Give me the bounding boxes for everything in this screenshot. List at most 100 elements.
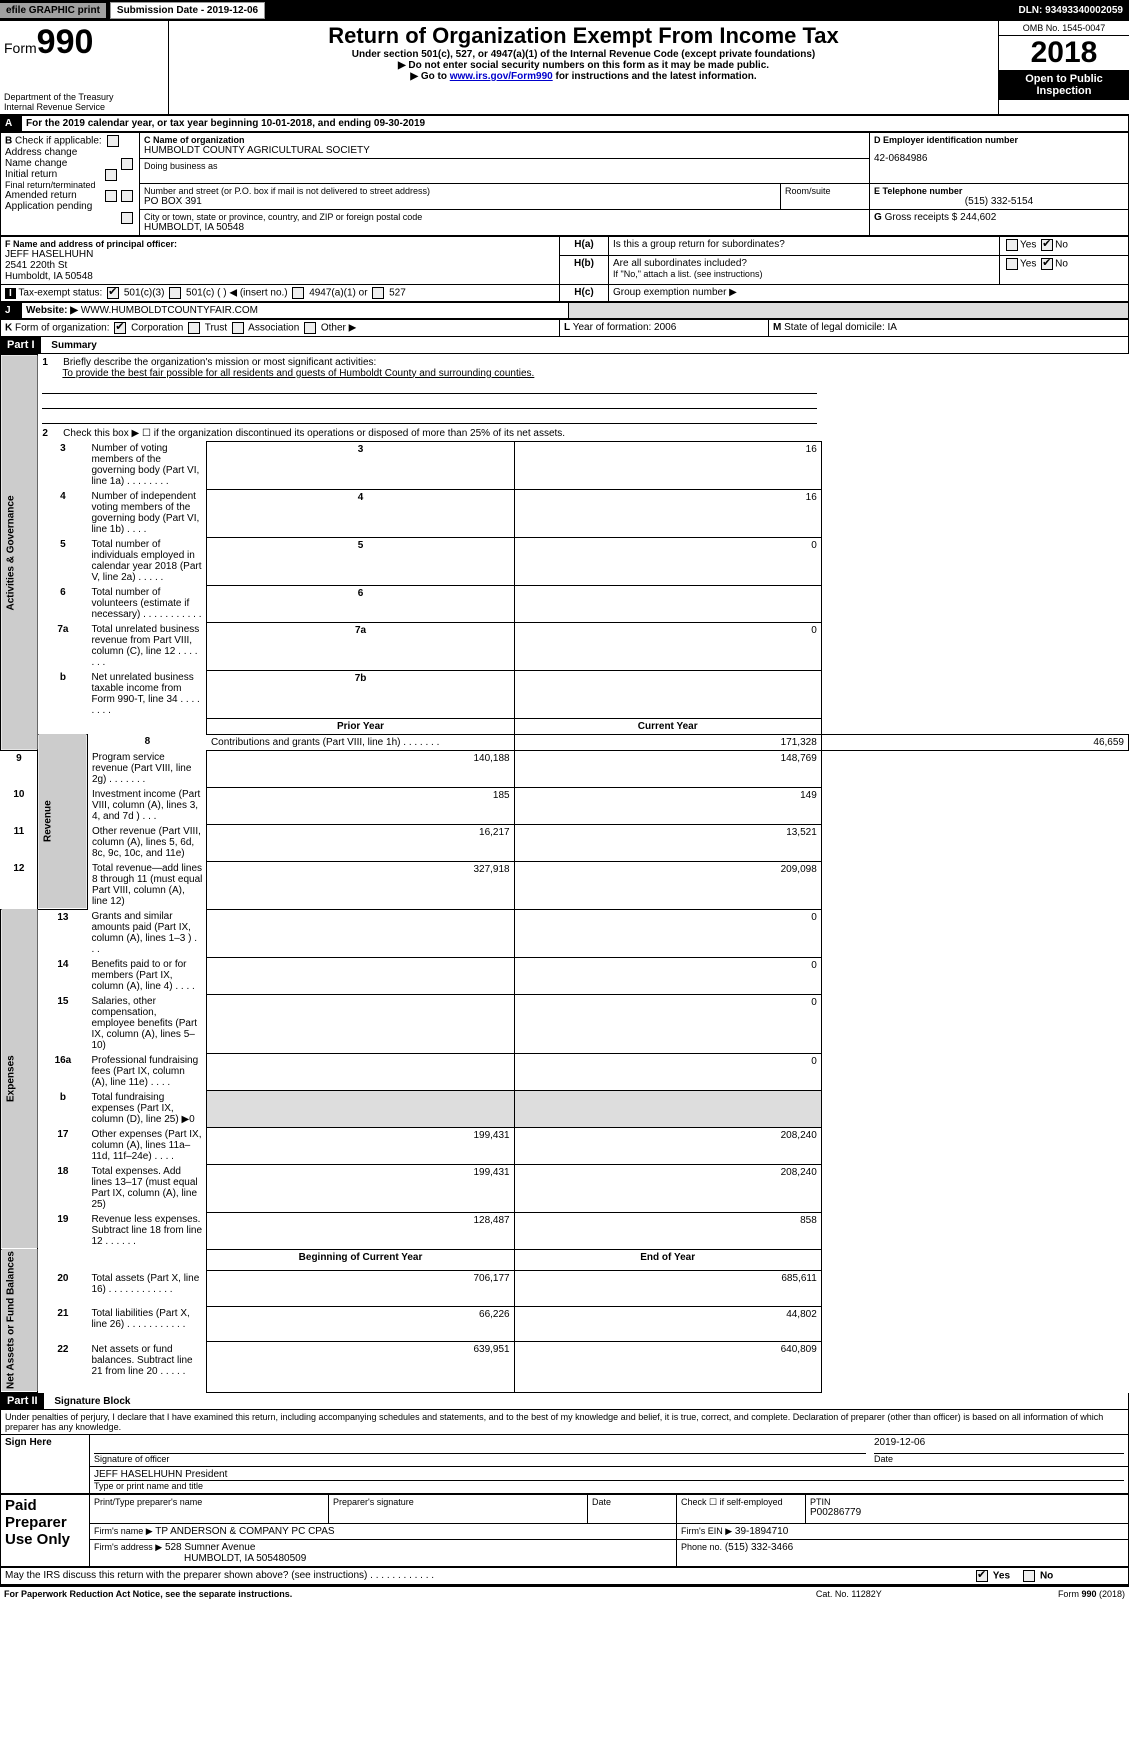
end-year-header: End of Year xyxy=(514,1249,821,1271)
signature-table: Sign Here Signature of officer 2019-12-0… xyxy=(0,1434,1129,1494)
paid-preparer-label: Paid Preparer Use Only xyxy=(1,1494,90,1566)
tax-year: 2018 xyxy=(999,36,1129,70)
addr-change-cb[interactable] xyxy=(107,135,119,147)
officer-name: JEFF HASELHUHN xyxy=(5,249,555,260)
dln: DLN: 93493340002059 xyxy=(1012,3,1129,18)
na-row: 22Net assets or fund balances. Subtract … xyxy=(1,1342,1129,1392)
city-value: HUMBOLDT, IA 50548 xyxy=(144,222,865,233)
dept-label: Department of the Treasury xyxy=(4,92,164,102)
date-label: Date xyxy=(874,1454,1124,1464)
hb-yes-cb[interactable] xyxy=(1006,258,1018,270)
efile-badge: efile GRAPHIC print xyxy=(0,3,106,18)
line2-text: Check this box ▶ ☐ if the organization d… xyxy=(63,428,565,439)
firm-phone: (515) 332-3466 xyxy=(725,1542,793,1553)
form-subtitle-1: Under section 501(c), 527, or 4947(a)(1)… xyxy=(173,49,994,60)
identity-table: B Check if applicable: Address change Na… xyxy=(0,132,1129,236)
ein-value: 42-0684986 xyxy=(874,153,1124,164)
hc-text: Group exemption number ▶ xyxy=(609,285,1129,302)
self-employed-check: Check ☐ if self-employed xyxy=(681,1497,801,1508)
checkif-label: Check if applicable: xyxy=(15,136,102,147)
name-label: C Name of organization xyxy=(144,135,865,145)
firm-addr1: 528 Sumner Avenue xyxy=(165,1542,255,1553)
gov-row: 7a Total unrelated business revenue from… xyxy=(1,622,1129,670)
discuss-yes-cb[interactable] xyxy=(976,1570,988,1582)
current-year-header: Current Year xyxy=(514,718,821,734)
footer-mid: Cat. No. 11282Y xyxy=(762,1586,936,1601)
exp-row: 15Salaries, other compensation, employee… xyxy=(1,994,1129,1053)
form-label: Form xyxy=(4,40,37,56)
firm-name: TP ANDERSON & COMPANY PC CPAS xyxy=(155,1526,334,1537)
name-title-label: Type or print name and title xyxy=(94,1481,1124,1491)
hc-label: H(c) xyxy=(560,285,609,302)
part1-title: Summary xyxy=(43,340,97,351)
gov-row: 5 Total number of individuals employed i… xyxy=(1,537,1129,585)
rev-row: 11Other revenue (Part VIII, column (A), … xyxy=(1,824,1129,861)
na-row: 21Total liabilities (Part X, line 26) . … xyxy=(1,1306,1129,1341)
rev-row: 10Investment income (Part VIII, column (… xyxy=(1,787,1129,824)
city-label: City or town, state or province, country… xyxy=(144,212,865,222)
state-domicile: State of legal domicile: IA xyxy=(784,322,897,333)
vert-expenses: Expenses xyxy=(1,909,38,1249)
sign-here-label: Sign Here xyxy=(1,1434,90,1493)
beg-year-header: Beginning of Current Year xyxy=(207,1249,514,1271)
preparer-table: Paid Preparer Use Only Print/Type prepar… xyxy=(0,1494,1129,1567)
prior-year-header: Prior Year xyxy=(207,718,514,734)
corp-cb[interactable] xyxy=(114,322,126,334)
form-subtitle-2: ▶ Do not enter social security numbers o… xyxy=(173,60,994,71)
hb-label: H(b) xyxy=(560,255,609,284)
rev-row: 12Total revenue—add lines 8 through 11 (… xyxy=(1,861,1129,909)
open-to-public: Open to Public Inspection xyxy=(999,70,1129,100)
form-title: Return of Organization Exempt From Incom… xyxy=(173,23,994,49)
na-row: 20Total assets (Part X, line 16) . . . .… xyxy=(1,1271,1129,1306)
exp-row: 18Total expenses. Add lines 13–17 (must … xyxy=(1,1164,1129,1212)
phone-value: (515) 332-5154 xyxy=(874,196,1124,207)
vert-governance: Activities & Governance xyxy=(1,355,38,751)
irs-link[interactable]: www.irs.gov/Form990 xyxy=(450,71,553,82)
ein-label: D Employer identification number xyxy=(874,135,1124,145)
footer-right: Form 990 (2018) xyxy=(936,1586,1129,1601)
firm-addr2: HUMBOLDT, IA 505480509 xyxy=(94,1553,672,1564)
dba-label: Doing business as xyxy=(144,161,865,171)
ha-text: Is this a group return for subordinates? xyxy=(609,237,1000,256)
summary-table: Activities & Governance 1 Briefly descri… xyxy=(0,354,1129,1393)
ha-yes-cb[interactable] xyxy=(1006,239,1018,251)
gross-receipts: Gross receipts $ 244,602 xyxy=(885,212,997,223)
perjury-text: Under penalties of perjury, I declare th… xyxy=(0,1410,1129,1434)
omb-number: OMB No. 1545-0047 xyxy=(999,21,1129,36)
ha-no-cb[interactable] xyxy=(1041,239,1053,251)
form-number: 990 xyxy=(37,23,94,61)
mission-text: To provide the best fair possible for al… xyxy=(42,368,534,379)
form-header-table: Form990 Department of the Treasury Inter… xyxy=(0,20,1129,115)
part1-header: Part I xyxy=(1,337,41,353)
phone-label: E Telephone number xyxy=(874,186,1124,196)
street-label: Number and street (or P.O. box if mail i… xyxy=(144,186,776,196)
discuss-no-cb[interactable] xyxy=(1023,1570,1035,1582)
gov-row: b Net unrelated business taxable income … xyxy=(1,670,1129,718)
footer-left: For Paperwork Reduction Act Notice, see … xyxy=(0,1586,762,1601)
room-label: Room/suite xyxy=(785,186,865,196)
ha-label: H(a) xyxy=(560,237,609,256)
hb-note: If "No," attach a list. (see instruction… xyxy=(613,269,995,279)
street-value: PO BOX 391 xyxy=(144,196,776,207)
website-value: WWW.HUMBOLDTCOUNTYFAIR.COM xyxy=(81,305,258,316)
501c3-cb[interactable] xyxy=(107,287,119,299)
ptin-value: P00286779 xyxy=(810,1507,1124,1518)
part2-header: Part II xyxy=(1,1393,44,1409)
hb-no-cb[interactable] xyxy=(1041,258,1053,270)
exp-row: 19Revenue less expenses. Subtract line 1… xyxy=(1,1212,1129,1249)
form-subtitle-3: ▶ Go to www.irs.gov/Form990 for instruct… xyxy=(173,71,994,82)
discuss-text: May the IRS discuss this return with the… xyxy=(5,1570,434,1581)
hb-text: Are all subordinates included? xyxy=(613,258,995,269)
org-name: HUMBOLDT COUNTY AGRICULTURAL SOCIETY xyxy=(144,145,865,156)
sig-officer-label: Signature of officer xyxy=(94,1454,866,1464)
exp-row: bTotal fundraising expenses (Part IX, co… xyxy=(1,1090,1129,1127)
firm-ein: 39-1894710 xyxy=(735,1526,788,1537)
gov-row: 4 Number of independent voting members o… xyxy=(1,489,1129,537)
top-bar: efile GRAPHIC print Submission Date - 20… xyxy=(0,0,1129,20)
vert-netassets: Net Assets or Fund Balances xyxy=(1,1249,38,1392)
rev-row: 9Program service revenue (Part VIII, lin… xyxy=(1,750,1129,787)
sig-date: 2019-12-06 xyxy=(874,1437,1124,1454)
exp-row: 16aProfessional fundraising fees (Part I… xyxy=(1,1053,1129,1090)
officer-street: 2541 220th St xyxy=(5,260,555,271)
submission-date: Submission Date - 2019-12-06 xyxy=(110,2,265,19)
